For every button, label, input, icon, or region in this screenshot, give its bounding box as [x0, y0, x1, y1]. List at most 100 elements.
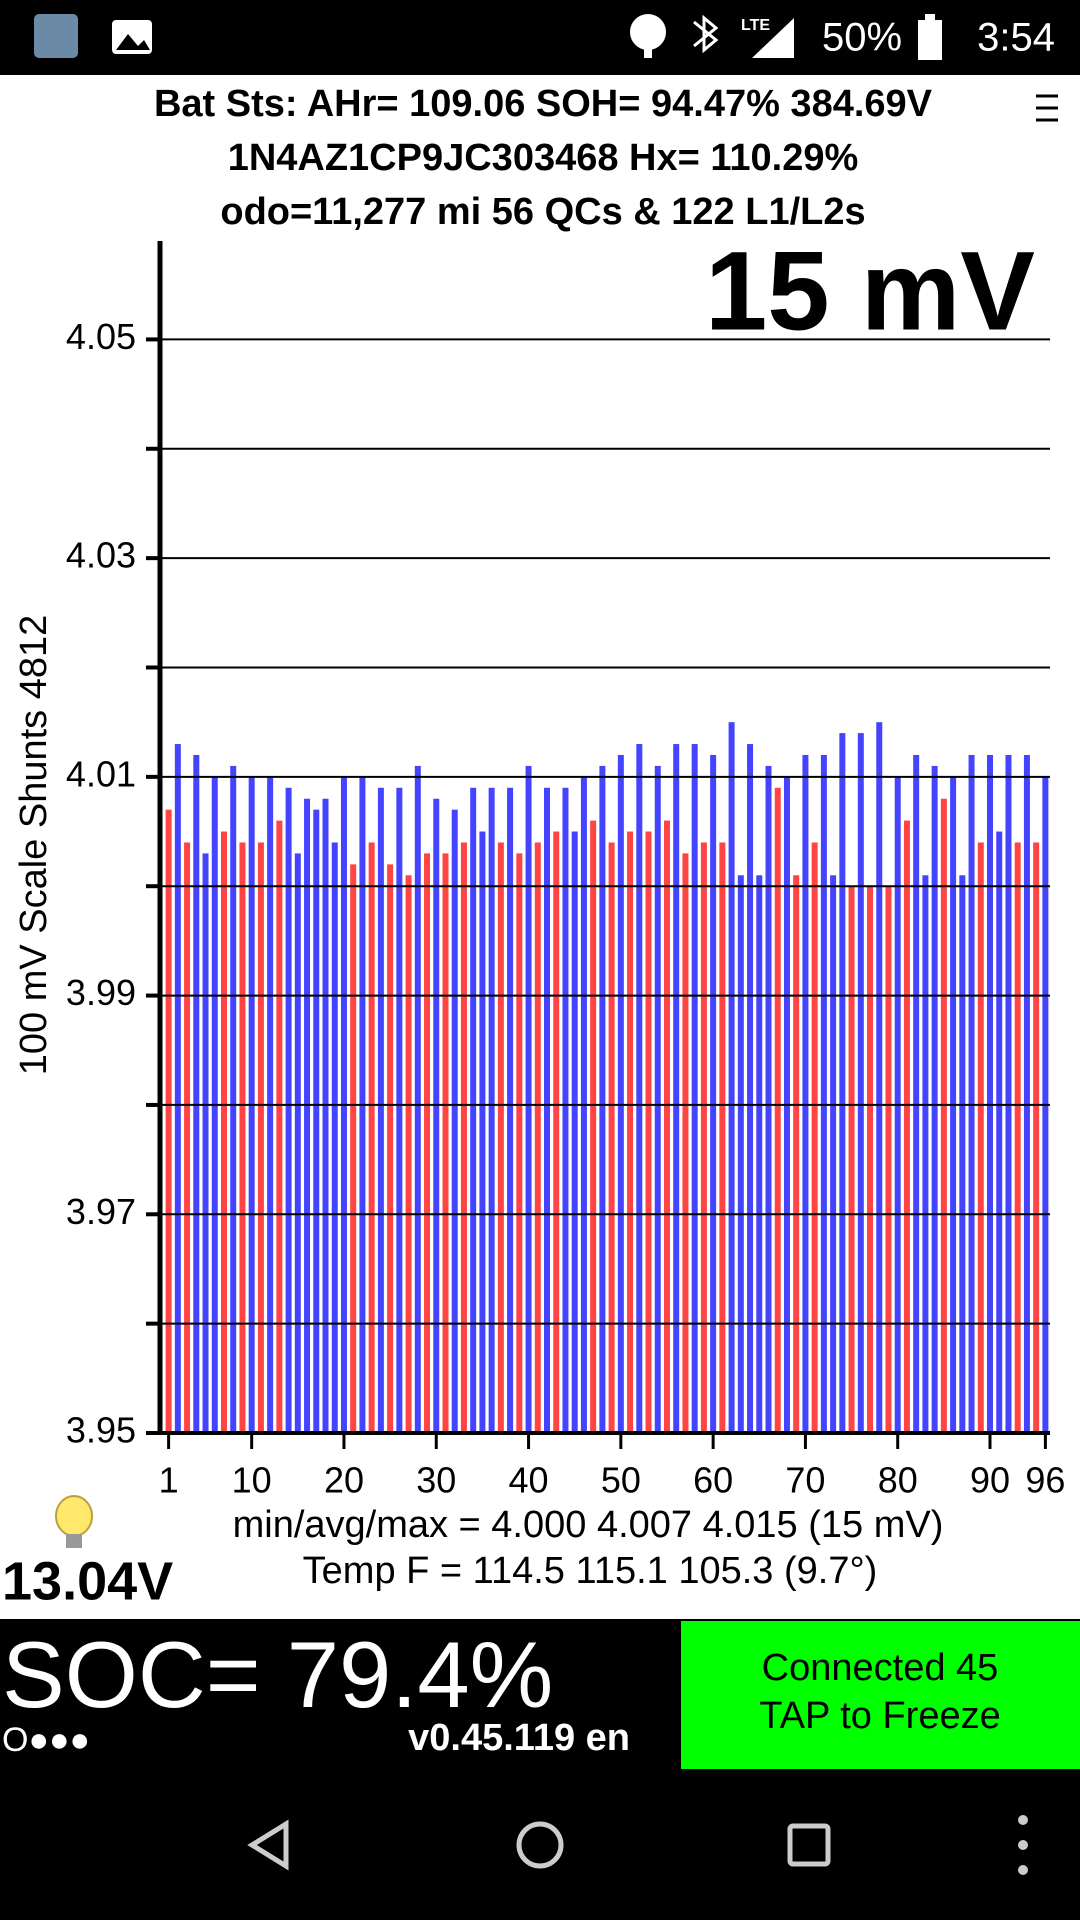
bar — [165, 809, 172, 1433]
bar — [654, 765, 661, 1433]
bar — [617, 754, 624, 1433]
bar — [387, 864, 394, 1433]
bar — [294, 853, 301, 1433]
bar — [959, 875, 966, 1433]
bar — [857, 733, 864, 1433]
y-tick-label: 4.03 — [66, 535, 136, 576]
battery-cap — [925, 14, 935, 20]
bar — [322, 798, 329, 1433]
annotation: 15 mV — [705, 229, 1035, 354]
bar — [220, 831, 227, 1433]
bar — [940, 798, 947, 1433]
x-tick-label: 96 — [1025, 1460, 1065, 1501]
back-button[interactable] — [247, 1819, 289, 1871]
aux-voltage: 13.04V — [2, 1551, 173, 1611]
bar — [977, 842, 984, 1433]
bar — [700, 842, 707, 1433]
x-tick-label: 30 — [416, 1460, 456, 1501]
bar — [673, 744, 680, 1433]
chart: 1 10 20 30 40 50 60 70 80 90 96 3.95 3.97 3.99 4.01 4.0… — [66, 241, 1065, 1501]
bar — [663, 820, 670, 1433]
bar — [987, 754, 994, 1433]
bar — [793, 875, 800, 1433]
bar — [1023, 754, 1030, 1433]
x-tick-label: 1 — [159, 1460, 179, 1501]
bar — [276, 820, 283, 1433]
version: v0.45.119 en — [408, 1717, 630, 1759]
bar — [1014, 842, 1021, 1433]
bar — [802, 754, 809, 1433]
bar — [470, 787, 477, 1433]
overflow-button[interactable] — [1018, 1815, 1028, 1875]
bar — [848, 886, 855, 1433]
x-tick-label: 50 — [601, 1460, 641, 1501]
bar — [442, 853, 449, 1433]
bar — [968, 754, 975, 1433]
bar — [562, 787, 569, 1433]
soc: SOC= 79.4% — [2, 1622, 553, 1727]
home-button[interactable] — [516, 1821, 564, 1869]
bar — [737, 875, 744, 1433]
bar — [867, 886, 874, 1433]
bar — [903, 820, 910, 1433]
button-text: TAP to Freeze — [759, 1695, 1000, 1737]
bar — [996, 831, 1003, 1433]
bar — [608, 842, 615, 1433]
bar — [488, 787, 495, 1433]
bar — [774, 787, 781, 1433]
nav-bar — [0, 1770, 1080, 1920]
y-tick-label: 3.97 — [66, 1191, 136, 1232]
bar — [627, 831, 634, 1433]
freeze-button[interactable]: Connected 45 TAP to Freeze — [681, 1621, 1080, 1769]
x-tick-label: 10 — [232, 1460, 272, 1501]
bar — [230, 765, 237, 1433]
bar — [710, 754, 717, 1433]
x-tick-label: 60 — [693, 1460, 733, 1501]
x-tick-label: 70 — [785, 1460, 825, 1501]
bar — [534, 842, 541, 1433]
stats-line: Temp F = 114.5 115.1 105.3 (9.7°) — [303, 1550, 878, 1592]
location-icon — [630, 14, 666, 58]
bar — [913, 754, 920, 1433]
header-line: Bat Sts: AHr= 109.06 SOH= 94.47% 384.69V — [154, 83, 933, 125]
bar — [433, 798, 440, 1433]
bar — [820, 754, 827, 1433]
bar — [285, 787, 292, 1433]
y-tick-label: 3.95 — [66, 1410, 136, 1451]
bar — [377, 787, 384, 1433]
x-tick-label: 90 — [970, 1460, 1010, 1501]
bar — [479, 831, 486, 1433]
app-icon — [34, 14, 78, 58]
bulb-base — [66, 1534, 82, 1548]
bar — [830, 875, 837, 1433]
bar — [184, 842, 191, 1433]
battery-icon — [918, 20, 942, 60]
bar — [368, 842, 375, 1433]
bar — [174, 744, 181, 1433]
bulb-glass — [55, 1495, 93, 1537]
bar — [876, 722, 883, 1433]
bar — [516, 853, 523, 1433]
bar — [507, 787, 514, 1433]
menu-button[interactable] — [1036, 94, 1058, 122]
bar — [544, 787, 551, 1433]
bar — [811, 842, 818, 1433]
bar — [553, 831, 560, 1433]
bar — [396, 787, 403, 1433]
y-axis-label: 100 mV Scale Shunts 4812 — [13, 615, 55, 1076]
dot — [1018, 1840, 1028, 1850]
status-bar — [0, 0, 1080, 75]
bar — [304, 798, 311, 1433]
recents-button[interactable] — [787, 1823, 831, 1867]
clock: 3:54 — [977, 16, 1055, 60]
bar — [239, 842, 246, 1433]
header-line: 1N4AZ1CP9JC303468 Hx= 110.29% — [228, 137, 859, 179]
bar — [202, 853, 209, 1433]
bar — [257, 842, 264, 1433]
bar — [313, 809, 320, 1433]
bar — [765, 765, 772, 1433]
bar — [719, 842, 726, 1433]
stats-line: min/avg/max = 4.000 4.007 4.015 (15 mV) — [233, 1504, 944, 1546]
bar — [599, 765, 606, 1433]
